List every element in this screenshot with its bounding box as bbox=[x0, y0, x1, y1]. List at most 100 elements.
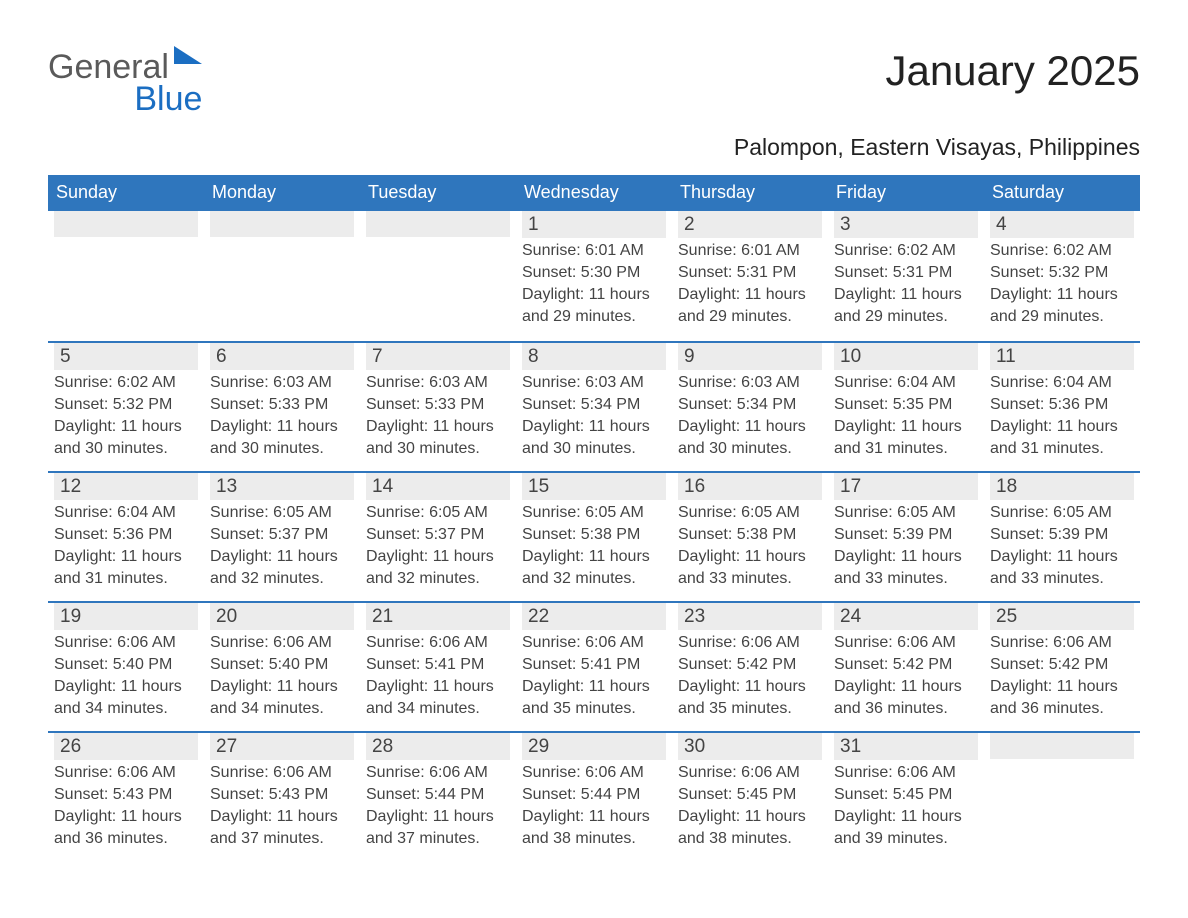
location-subtitle: Palompon, Eastern Visayas, Philippines bbox=[48, 134, 1140, 161]
daylight-line: and 36 minutes. bbox=[834, 698, 978, 720]
calendar-day: 20Sunrise: 6:06 AMSunset: 5:40 PMDayligh… bbox=[204, 603, 360, 731]
calendar-day: 3Sunrise: 6:02 AMSunset: 5:31 PMDaylight… bbox=[828, 211, 984, 341]
day-number: 7 bbox=[366, 343, 510, 370]
day-number: 1 bbox=[522, 211, 666, 238]
daylight-line: and 38 minutes. bbox=[522, 828, 666, 850]
daylight-line: and 32 minutes. bbox=[522, 568, 666, 590]
day-details: Sunrise: 6:04 AMSunset: 5:36 PMDaylight:… bbox=[54, 500, 198, 590]
day-details: Sunrise: 6:03 AMSunset: 5:33 PMDaylight:… bbox=[210, 370, 354, 460]
sunrise-line: Sunrise: 6:01 AM bbox=[678, 240, 822, 262]
daylight-line: Daylight: 11 hours bbox=[834, 676, 978, 698]
day-details: Sunrise: 6:06 AMSunset: 5:44 PMDaylight:… bbox=[366, 760, 510, 850]
day-number: 21 bbox=[366, 603, 510, 630]
day-details: Sunrise: 6:06 AMSunset: 5:42 PMDaylight:… bbox=[678, 630, 822, 720]
day-number: 4 bbox=[990, 211, 1134, 238]
day-details: Sunrise: 6:05 AMSunset: 5:38 PMDaylight:… bbox=[522, 500, 666, 590]
sunset-line: Sunset: 5:41 PM bbox=[522, 654, 666, 676]
calendar-day-empty bbox=[984, 733, 1140, 861]
calendar-week: 1Sunrise: 6:01 AMSunset: 5:30 PMDaylight… bbox=[48, 211, 1140, 341]
day-number: 18 bbox=[990, 473, 1134, 500]
daylight-line: and 33 minutes. bbox=[990, 568, 1134, 590]
sunset-line: Sunset: 5:44 PM bbox=[366, 784, 510, 806]
sunrise-line: Sunrise: 6:03 AM bbox=[678, 372, 822, 394]
daylight-line: and 31 minutes. bbox=[54, 568, 198, 590]
daylight-line: Daylight: 11 hours bbox=[54, 416, 198, 438]
sunset-line: Sunset: 5:32 PM bbox=[54, 394, 198, 416]
daylight-line: Daylight: 11 hours bbox=[522, 806, 666, 828]
day-number: 30 bbox=[678, 733, 822, 760]
day-details: Sunrise: 6:06 AMSunset: 5:41 PMDaylight:… bbox=[366, 630, 510, 720]
daylight-line: and 37 minutes. bbox=[366, 828, 510, 850]
day-number bbox=[210, 211, 354, 237]
calendar-day: 11Sunrise: 6:04 AMSunset: 5:36 PMDayligh… bbox=[984, 343, 1140, 471]
calendar-day: 27Sunrise: 6:06 AMSunset: 5:43 PMDayligh… bbox=[204, 733, 360, 861]
day-number: 16 bbox=[678, 473, 822, 500]
calendar-week: 12Sunrise: 6:04 AMSunset: 5:36 PMDayligh… bbox=[48, 471, 1140, 601]
calendar-day: 28Sunrise: 6:06 AMSunset: 5:44 PMDayligh… bbox=[360, 733, 516, 861]
daylight-line: and 29 minutes. bbox=[522, 306, 666, 328]
daylight-line: and 29 minutes. bbox=[834, 306, 978, 328]
day-details: Sunrise: 6:02 AMSunset: 5:32 PMDaylight:… bbox=[990, 238, 1134, 328]
daylight-line: Daylight: 11 hours bbox=[834, 284, 978, 306]
daylight-line: and 31 minutes. bbox=[990, 438, 1134, 460]
day-number bbox=[366, 211, 510, 237]
daylight-line: Daylight: 11 hours bbox=[210, 416, 354, 438]
sunrise-line: Sunrise: 6:06 AM bbox=[210, 762, 354, 784]
day-number: 3 bbox=[834, 211, 978, 238]
daylight-line: Daylight: 11 hours bbox=[522, 416, 666, 438]
sunset-line: Sunset: 5:39 PM bbox=[990, 524, 1134, 546]
sunset-line: Sunset: 5:36 PM bbox=[54, 524, 198, 546]
sunrise-line: Sunrise: 6:02 AM bbox=[834, 240, 978, 262]
sunset-line: Sunset: 5:31 PM bbox=[834, 262, 978, 284]
day-number bbox=[54, 211, 198, 237]
sunset-line: Sunset: 5:41 PM bbox=[366, 654, 510, 676]
calendar-grid: SundayMondayTuesdayWednesdayThursdayFrid… bbox=[48, 175, 1140, 861]
daylight-line: and 36 minutes. bbox=[54, 828, 198, 850]
calendar-day: 23Sunrise: 6:06 AMSunset: 5:42 PMDayligh… bbox=[672, 603, 828, 731]
sunrise-line: Sunrise: 6:05 AM bbox=[834, 502, 978, 524]
daylight-line: Daylight: 11 hours bbox=[366, 416, 510, 438]
day-details: Sunrise: 6:01 AMSunset: 5:30 PMDaylight:… bbox=[522, 238, 666, 328]
sunset-line: Sunset: 5:45 PM bbox=[678, 784, 822, 806]
daylight-line: Daylight: 11 hours bbox=[210, 546, 354, 568]
sunrise-line: Sunrise: 6:05 AM bbox=[990, 502, 1134, 524]
weekday-header: Friday bbox=[828, 175, 984, 211]
day-number: 12 bbox=[54, 473, 198, 500]
calendar-day: 14Sunrise: 6:05 AMSunset: 5:37 PMDayligh… bbox=[360, 473, 516, 601]
calendar-day: 19Sunrise: 6:06 AMSunset: 5:40 PMDayligh… bbox=[48, 603, 204, 731]
sunset-line: Sunset: 5:32 PM bbox=[990, 262, 1134, 284]
day-details: Sunrise: 6:03 AMSunset: 5:34 PMDaylight:… bbox=[678, 370, 822, 460]
daylight-line: and 29 minutes. bbox=[990, 306, 1134, 328]
sunrise-line: Sunrise: 6:06 AM bbox=[678, 762, 822, 784]
daylight-line: Daylight: 11 hours bbox=[54, 546, 198, 568]
day-number: 23 bbox=[678, 603, 822, 630]
daylight-line: and 34 minutes. bbox=[54, 698, 198, 720]
daylight-line: and 34 minutes. bbox=[366, 698, 510, 720]
calendar-day: 10Sunrise: 6:04 AMSunset: 5:35 PMDayligh… bbox=[828, 343, 984, 471]
daylight-line: Daylight: 11 hours bbox=[834, 416, 978, 438]
sunset-line: Sunset: 5:43 PM bbox=[54, 784, 198, 806]
daylight-line: Daylight: 11 hours bbox=[366, 676, 510, 698]
sunrise-line: Sunrise: 6:06 AM bbox=[54, 632, 198, 654]
day-details: Sunrise: 6:06 AMSunset: 5:45 PMDaylight:… bbox=[678, 760, 822, 850]
sunset-line: Sunset: 5:33 PM bbox=[210, 394, 354, 416]
daylight-line: and 36 minutes. bbox=[990, 698, 1134, 720]
day-number: 27 bbox=[210, 733, 354, 760]
day-number: 26 bbox=[54, 733, 198, 760]
day-number: 14 bbox=[366, 473, 510, 500]
daylight-line: and 29 minutes. bbox=[678, 306, 822, 328]
daylight-line: and 37 minutes. bbox=[210, 828, 354, 850]
calendar-day: 4Sunrise: 6:02 AMSunset: 5:32 PMDaylight… bbox=[984, 211, 1140, 341]
day-details: Sunrise: 6:06 AMSunset: 5:43 PMDaylight:… bbox=[210, 760, 354, 850]
day-number: 8 bbox=[522, 343, 666, 370]
weeks-container: 1Sunrise: 6:01 AMSunset: 5:30 PMDaylight… bbox=[48, 211, 1140, 861]
sunrise-line: Sunrise: 6:06 AM bbox=[522, 762, 666, 784]
sunset-line: Sunset: 5:42 PM bbox=[834, 654, 978, 676]
daylight-line: Daylight: 11 hours bbox=[366, 546, 510, 568]
day-details: Sunrise: 6:06 AMSunset: 5:41 PMDaylight:… bbox=[522, 630, 666, 720]
daylight-line: and 33 minutes. bbox=[678, 568, 822, 590]
day-details: Sunrise: 6:06 AMSunset: 5:43 PMDaylight:… bbox=[54, 760, 198, 850]
daylight-line: Daylight: 11 hours bbox=[678, 676, 822, 698]
day-details: Sunrise: 6:06 AMSunset: 5:40 PMDaylight:… bbox=[210, 630, 354, 720]
day-details: Sunrise: 6:05 AMSunset: 5:39 PMDaylight:… bbox=[990, 500, 1134, 590]
